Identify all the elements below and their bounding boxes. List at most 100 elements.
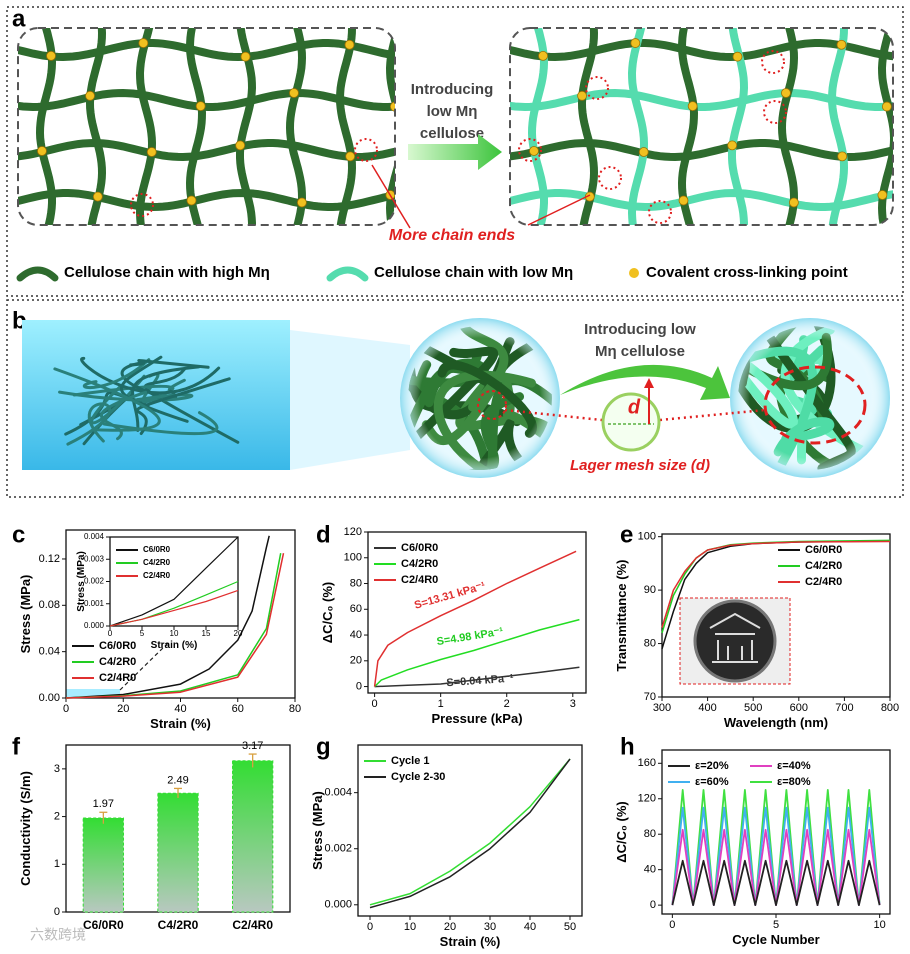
mesh-circle — [601, 392, 661, 452]
crosslink — [37, 146, 47, 156]
crosslink — [235, 140, 246, 151]
y-tick-label: 100 — [638, 531, 656, 543]
x-tick-label: 500 — [744, 702, 762, 714]
arrow-text: Introducing — [411, 81, 494, 98]
panel-label: c — [12, 521, 25, 548]
y-tick-label: 0.001 — [84, 599, 105, 608]
legend-icon — [16, 266, 59, 282]
panel-label: d — [316, 521, 331, 548]
series-line — [109, 536, 239, 627]
callout-line — [371, 164, 411, 229]
series-line — [65, 553, 285, 699]
chain — [510, 39, 893, 62]
panel-label: h — [620, 733, 635, 760]
y-tick-label: 70 — [644, 691, 656, 703]
y-tick-label: 120 — [344, 526, 362, 538]
y-axis-label: Stress (MPa) — [310, 791, 325, 870]
chain — [90, 374, 146, 425]
legend-icon — [326, 266, 369, 282]
panel-label: g — [316, 733, 331, 760]
y-axis-label: ΔC/C₀ (%) — [320, 582, 335, 643]
y-tick-label: 0.000 — [324, 899, 352, 911]
crosslink — [877, 190, 888, 200]
legend-text: Cellulose chain with low Mη — [374, 264, 573, 281]
chain — [728, 28, 749, 225]
x-axis-label: Wavelength (nm) — [724, 715, 828, 730]
chain — [627, 28, 649, 225]
series-line — [671, 859, 881, 906]
crosslink — [344, 39, 355, 50]
x-tick-label: 0 — [372, 698, 378, 710]
zoom-region — [66, 689, 120, 698]
x-tick-label: 10 — [404, 921, 416, 933]
chain-end-marker — [763, 100, 787, 124]
value-label: 3.17 — [242, 740, 263, 752]
x-tick-label: C6/0R0 — [83, 918, 124, 932]
crosslink — [186, 195, 197, 206]
legend-label: C4/2R0 — [805, 560, 842, 572]
panel-frame — [6, 6, 904, 297]
series-line — [373, 550, 577, 687]
plot-frame — [661, 533, 891, 698]
chain — [777, 28, 799, 225]
watermark: 六数跨境 — [30, 927, 86, 943]
y-tick-label: 0.04 — [39, 646, 60, 658]
y-tick-label: 0.003 — [84, 554, 105, 563]
legend-label: Cycle 2-30 — [391, 771, 445, 783]
chain — [58, 390, 194, 402]
x-tick-label: 40 — [174, 703, 186, 715]
crosslink — [577, 90, 587, 101]
chain-end-marker — [585, 76, 609, 100]
arrow — [408, 134, 502, 170]
x-tick-label: 80 — [289, 703, 301, 715]
x-tick-label: 15 — [202, 629, 211, 638]
series-line — [671, 828, 881, 906]
y-tick-label: 0.004 — [324, 787, 352, 799]
y-tick-label: 0 — [54, 906, 60, 918]
y-tick-label: 0.004 — [84, 532, 105, 541]
y-tick-label: 80 — [644, 828, 656, 840]
x-tick-label: 0 — [669, 919, 675, 931]
crosslink — [195, 101, 206, 112]
y-tick-label: 0.12 — [39, 553, 60, 565]
x-tick-label: 3 — [570, 698, 576, 710]
legend-label: C2/4R0 — [805, 576, 842, 588]
y-tick-label: 0 — [650, 899, 656, 911]
legend-label: C6/0R0 — [805, 544, 842, 556]
crosslink — [529, 146, 539, 156]
legend-label: C2/4R0 — [99, 672, 136, 684]
crosslink — [837, 151, 848, 162]
x-axis-label: Cycle Number — [732, 932, 819, 947]
chain — [100, 390, 148, 441]
x-tick-label: 5 — [773, 919, 779, 931]
bar — [157, 792, 199, 913]
legend-label: C6/0R0 — [99, 640, 136, 652]
x-axis-label: Strain (%) — [150, 716, 211, 731]
y-tick-label: 0.002 — [324, 843, 352, 855]
x-tick-label: 5 — [140, 629, 145, 638]
chain-end-marker — [518, 138, 542, 162]
x-tick-label: 60 — [232, 703, 244, 715]
crosslink — [146, 147, 157, 157]
chain-end-marker — [354, 138, 378, 162]
x-tick-label: 50 — [564, 921, 576, 933]
legend-label: ε=20% — [695, 760, 729, 772]
caption: Lager mesh size (d) — [570, 457, 710, 474]
y-tick-label: 40 — [644, 864, 656, 876]
x-tick-label: 30 — [484, 921, 496, 933]
legend-text: Cellulose chain with high Mη — [64, 264, 270, 281]
chain — [18, 39, 395, 62]
series-line — [369, 758, 571, 909]
series-line — [671, 806, 881, 906]
y-tick-label: 80 — [644, 637, 656, 649]
crosslink — [781, 88, 791, 98]
mesh-low — [510, 28, 893, 225]
crosslink — [836, 39, 847, 50]
chain — [827, 28, 849, 225]
callout: More chain ends — [389, 227, 515, 244]
network-box — [17, 27, 396, 226]
chain-end-marker — [648, 200, 672, 224]
legend-label: C4/2R0 — [99, 656, 136, 668]
y-tick-label: 0 — [356, 680, 362, 692]
x-tick-label: 20 — [234, 629, 243, 638]
